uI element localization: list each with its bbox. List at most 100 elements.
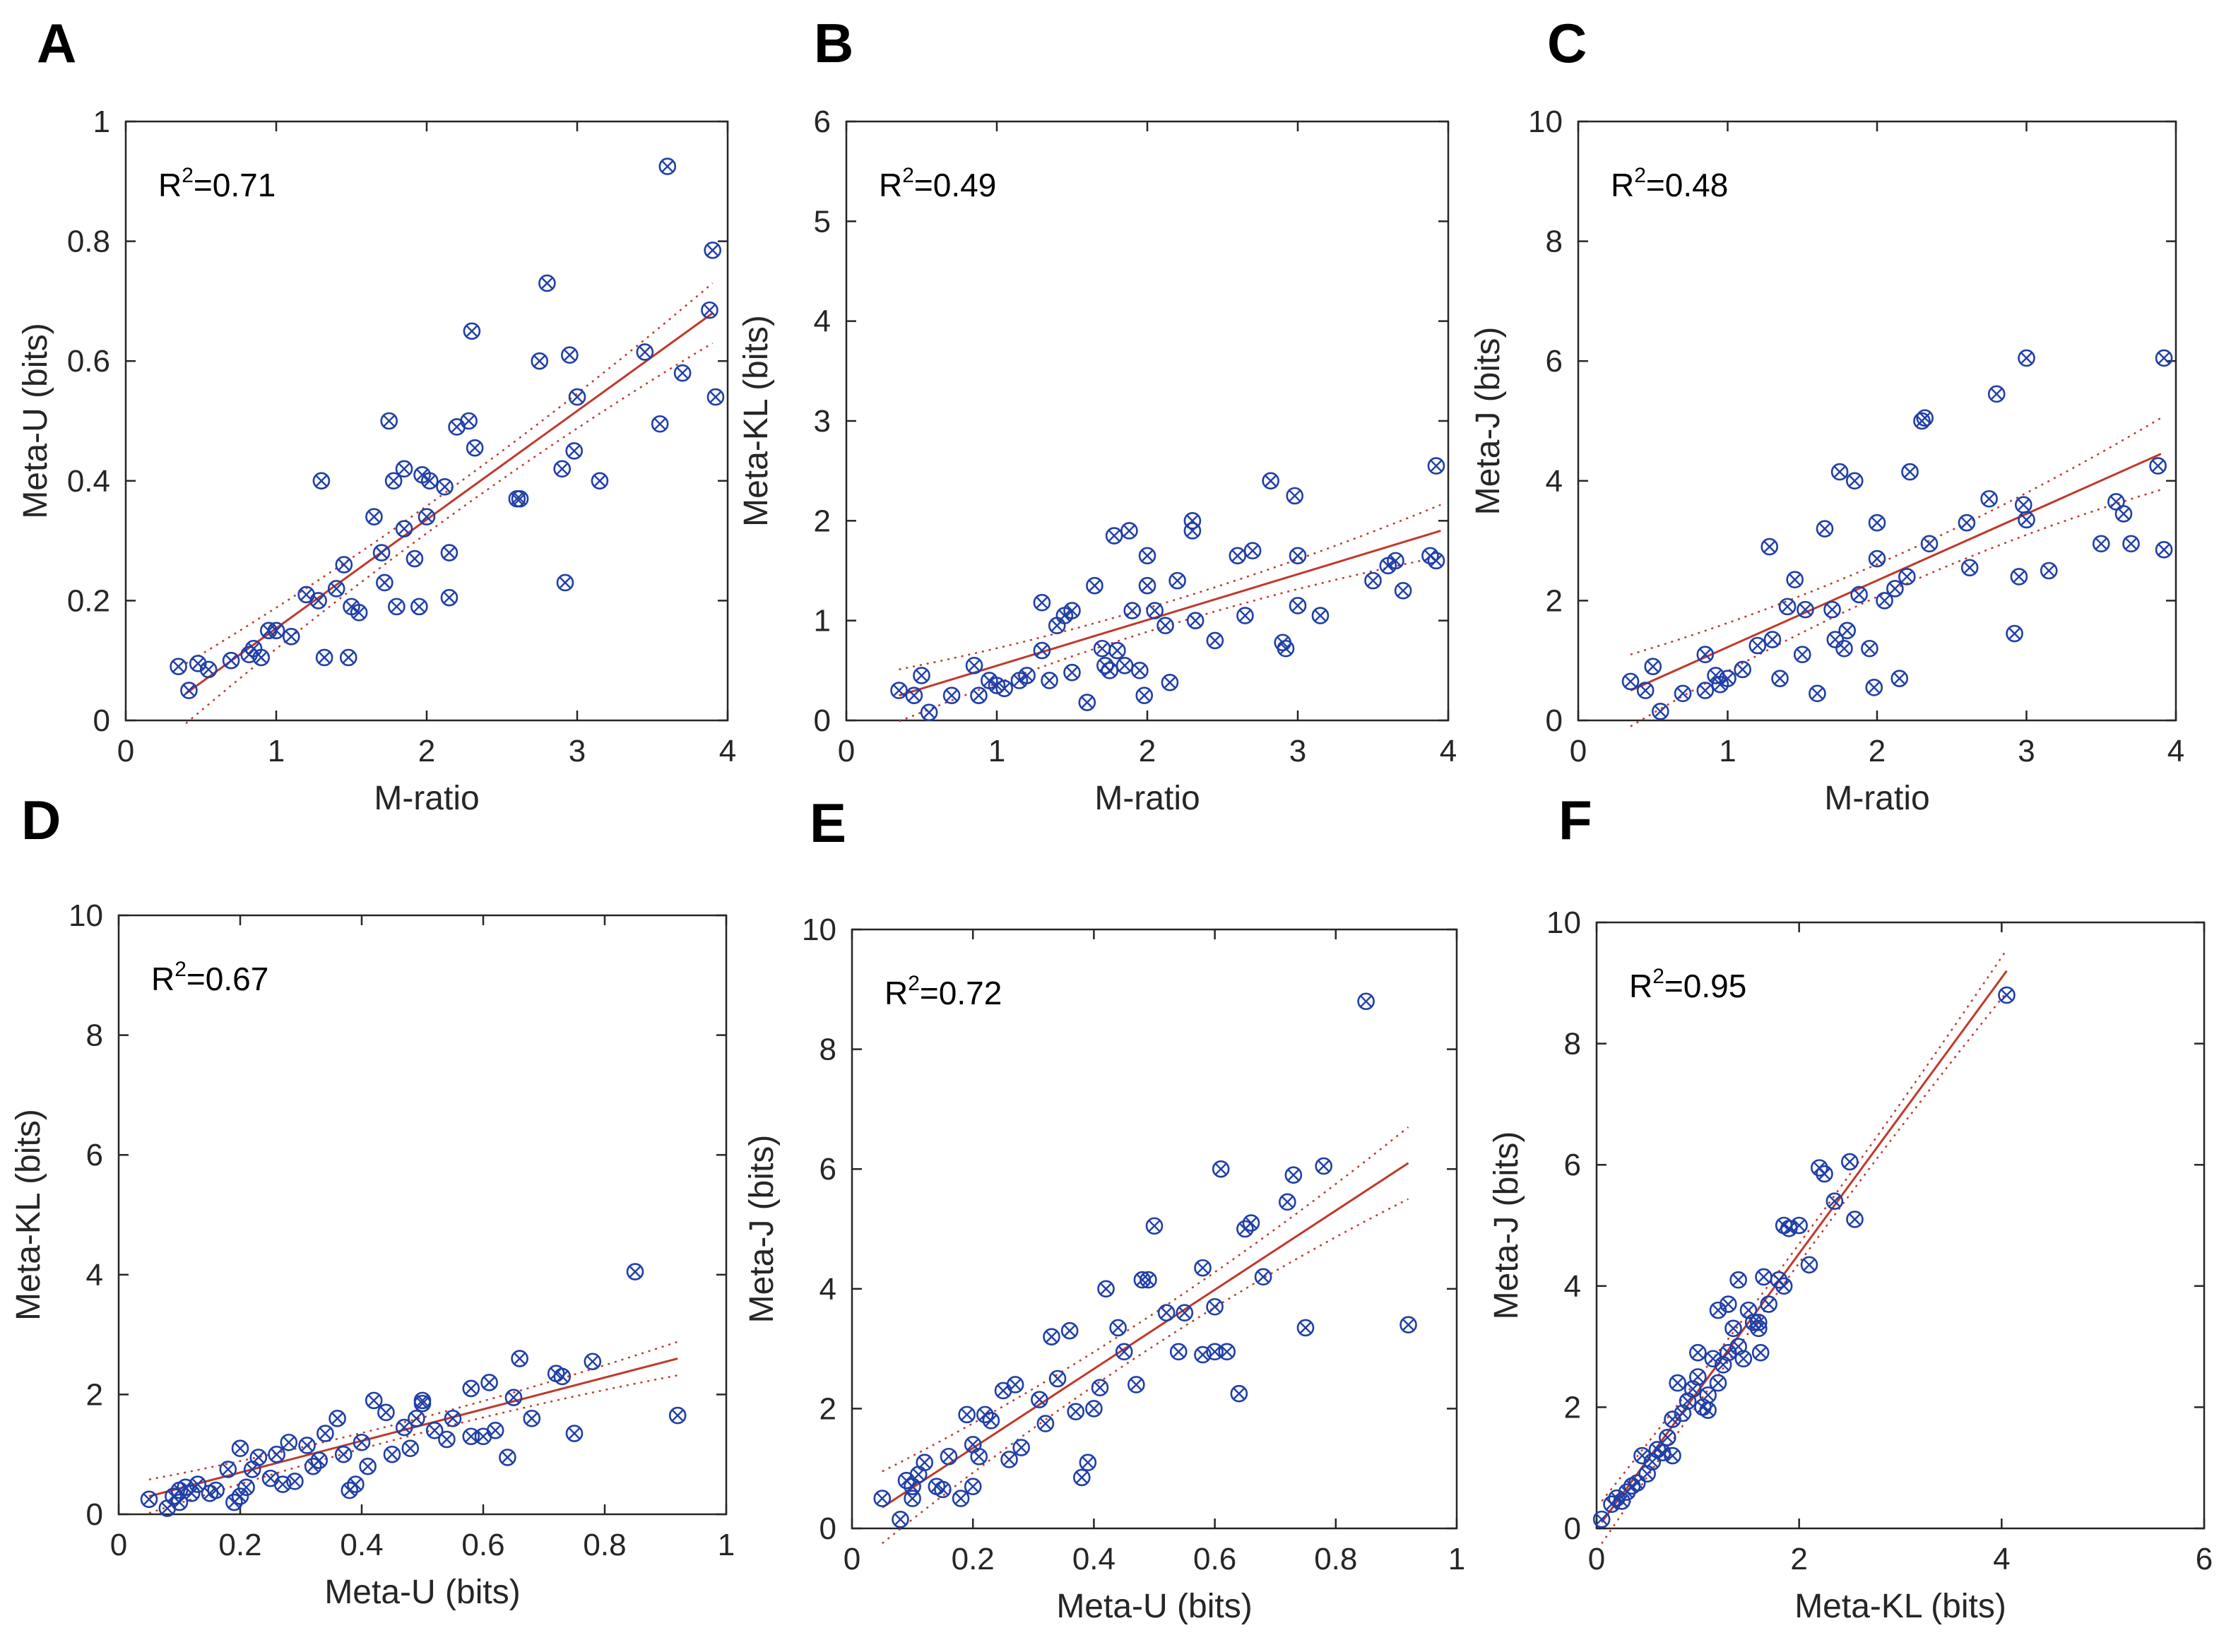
data-point-circle bbox=[2155, 349, 2173, 367]
data-point-cross bbox=[270, 624, 283, 636]
data-point-cross bbox=[654, 418, 666, 430]
data-point-cross bbox=[1291, 600, 1304, 612]
data-point bbox=[1218, 1343, 1236, 1361]
data-point-cross bbox=[1722, 1298, 1734, 1310]
data-point-cross bbox=[186, 1487, 198, 1499]
data-point-cross bbox=[2020, 513, 2032, 525]
data-point bbox=[335, 556, 353, 574]
data-point-circle bbox=[1387, 552, 1404, 570]
data-point-circle bbox=[335, 556, 353, 574]
data-point-cross bbox=[248, 643, 260, 655]
data-point-circle bbox=[1206, 1297, 1224, 1316]
data-point-circle bbox=[1012, 1439, 1030, 1456]
data-point-cross bbox=[1662, 1432, 1674, 1444]
data-point bbox=[1771, 670, 1789, 687]
data-point-cross bbox=[1811, 687, 1823, 699]
data-point-cross bbox=[483, 1377, 495, 1389]
data-point-cross bbox=[172, 660, 184, 672]
data-point-cross bbox=[255, 651, 267, 664]
data-point-cross bbox=[1751, 639, 1763, 652]
data-point-cross bbox=[1636, 1449, 1648, 1462]
data-point bbox=[1085, 1400, 1103, 1418]
data-point-cross bbox=[1039, 1418, 1051, 1430]
data-point-cross bbox=[1149, 605, 1161, 617]
data-point-cross bbox=[1871, 517, 1883, 529]
data-point-cross bbox=[451, 421, 463, 433]
data-point-circle bbox=[1618, 1483, 1636, 1501]
data-point bbox=[1000, 1451, 1018, 1468]
data-point bbox=[1379, 557, 1397, 575]
data-point bbox=[1653, 1444, 1671, 1462]
data-point bbox=[1311, 607, 1330, 624]
data-point-circle bbox=[222, 651, 240, 670]
data-point-cross bbox=[1828, 1195, 1840, 1207]
data-point bbox=[1169, 1343, 1188, 1361]
data-point-cross bbox=[1076, 1471, 1088, 1483]
data-point-cross bbox=[1081, 696, 1093, 708]
data-point bbox=[1886, 580, 1904, 598]
data-point-cross bbox=[1066, 667, 1078, 679]
data-point-cross bbox=[2013, 571, 2025, 583]
x-tick-label: 0.4 bbox=[340, 1528, 383, 1562]
data-point-cross bbox=[1919, 412, 1931, 424]
data-point bbox=[890, 682, 908, 699]
data-point bbox=[1091, 1379, 1109, 1397]
data-point-circle bbox=[182, 1485, 201, 1502]
data-point-cross bbox=[315, 475, 327, 487]
data-point-circle bbox=[1109, 1319, 1127, 1337]
data-point-cross bbox=[661, 160, 673, 172]
data-point-circle bbox=[231, 1439, 249, 1458]
data-point-circle bbox=[440, 544, 458, 561]
data-point bbox=[1621, 672, 1640, 691]
data-point-circle bbox=[904, 1490, 921, 1507]
data-point bbox=[1861, 639, 1878, 658]
data-point-circle bbox=[365, 508, 383, 525]
data-point bbox=[1161, 673, 1179, 691]
data-point bbox=[1830, 463, 1849, 481]
data-point-circle bbox=[189, 1475, 207, 1493]
data-point-circle bbox=[1826, 631, 1845, 648]
data-point bbox=[286, 1473, 304, 1490]
y-tick-label: 2 bbox=[819, 1391, 836, 1426]
data-point bbox=[1289, 597, 1307, 614]
data-point bbox=[1079, 1454, 1097, 1472]
data-point-circle bbox=[177, 1478, 194, 1497]
data-point bbox=[952, 1490, 970, 1507]
data-point-cross bbox=[1671, 1377, 1683, 1389]
data-point-cross bbox=[1178, 1307, 1190, 1319]
data-point-cross bbox=[1789, 574, 1801, 586]
data-point-cross bbox=[1755, 1347, 1767, 1359]
data-point-circle bbox=[873, 1490, 892, 1507]
data-point-cross bbox=[203, 1487, 216, 1499]
data-point-circle bbox=[1284, 1166, 1303, 1184]
data-point-circle bbox=[273, 1475, 292, 1493]
data-point bbox=[1674, 684, 1692, 703]
data-point bbox=[905, 687, 923, 704]
data-point-circle bbox=[1664, 1446, 1681, 1465]
data-point-cross bbox=[1722, 672, 1734, 684]
data-point-circle bbox=[1763, 631, 1782, 648]
data-point-cross bbox=[1233, 1388, 1245, 1400]
data-point-circle bbox=[480, 1374, 498, 1391]
data-point-circle bbox=[1186, 612, 1205, 629]
data-point bbox=[1131, 662, 1149, 679]
x-tick-label: 0 bbox=[1588, 1542, 1605, 1576]
data-point-cross bbox=[916, 670, 928, 682]
r-squared-value: =0.48 bbox=[1646, 167, 1728, 203]
data-point bbox=[1157, 1304, 1176, 1322]
data-point-circle bbox=[1146, 602, 1164, 619]
data-point-circle bbox=[1183, 522, 1202, 540]
data-point-cross bbox=[1834, 466, 1846, 478]
data-point-cross bbox=[568, 445, 580, 457]
x-tick-label: 1 bbox=[718, 1528, 735, 1562]
data-point bbox=[448, 418, 466, 436]
r-squared-symbol: R bbox=[1629, 968, 1652, 1004]
data-point-circle bbox=[249, 1449, 268, 1466]
y-tick-label: 0.8 bbox=[67, 225, 110, 259]
data-point-circle bbox=[1846, 1211, 1864, 1228]
data-point-cross bbox=[997, 1384, 1010, 1397]
data-point bbox=[440, 544, 458, 561]
data-point-circle bbox=[1133, 1271, 1152, 1289]
data-point bbox=[1063, 663, 1081, 682]
data-point-cross bbox=[1138, 689, 1150, 701]
